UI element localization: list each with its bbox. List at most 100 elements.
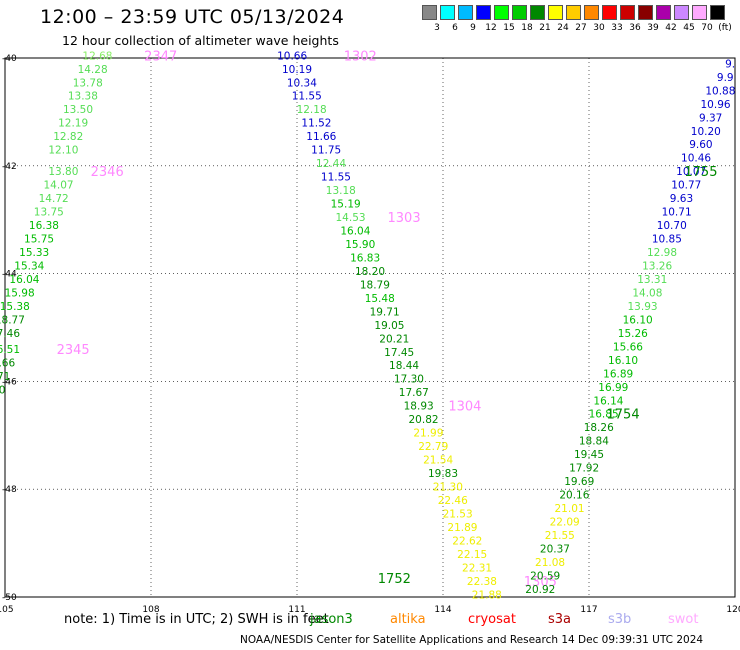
color-swatch (548, 5, 563, 20)
wave-height-value: 14.08 (632, 287, 662, 299)
lon-tick-label: 108 (142, 605, 159, 615)
wave-height-value: 11.66 (306, 131, 336, 143)
wave-height-value: 18.93 (404, 401, 434, 413)
wave-height-value: 13.78 (73, 77, 103, 89)
wave-height-value: 21.53 (443, 508, 473, 520)
wave-height-value: 16.14 (593, 395, 623, 407)
color-swatch (602, 5, 617, 20)
lat-tick-label: -42 (2, 162, 17, 172)
pass-time-label: 1752 (378, 572, 411, 587)
wave-height-value: 9.37 (699, 112, 722, 124)
color-scale-label: 39 (647, 23, 659, 33)
color-swatch (620, 5, 635, 20)
color-scale-label: (ft) (718, 23, 732, 33)
wave-height-value: 21.88 (472, 589, 502, 601)
wave-height-value: 15.33 (19, 247, 49, 259)
wave-height-value: 10.77 (671, 180, 701, 192)
color-scale-label: 45 (683, 23, 695, 33)
lon-tick-label: 114 (434, 605, 451, 615)
wave-height-value: 16.04 (340, 225, 370, 237)
color-swatch (566, 5, 581, 20)
lat-tick-label: -44 (2, 270, 17, 280)
page-subtitle: 12 hour collection of altimeter wave hei… (62, 33, 339, 48)
color-swatch (494, 5, 509, 20)
pass-time-label: 1305 (524, 575, 557, 590)
wave-height-value: 18.26 (584, 422, 614, 434)
wave-height-value: 18.44 (389, 360, 419, 372)
wave-height-value: 17.45 (384, 347, 414, 359)
color-swatch (512, 5, 527, 20)
color-scale-label: 42 (665, 23, 677, 33)
wave-height-value: 22.15 (457, 549, 487, 561)
wave-height-value: 20.21 (379, 333, 409, 345)
color-scale-label: 24 (557, 23, 569, 33)
legend-item-s3a: s3a (548, 612, 572, 627)
color-swatch (638, 5, 653, 20)
wave-height-value: 10.96 (701, 99, 731, 111)
lon-tick-label: 105 (0, 605, 14, 615)
wave-height-value: 18.77 (0, 314, 25, 326)
wave-height-value: 17.46 (0, 328, 20, 340)
wave-height-value: 13.93 (628, 301, 658, 313)
color-scale-label: 33 (611, 23, 623, 33)
wave-height-value: 10.66 (277, 50, 307, 62)
wave-height-value: 14.72 (39, 193, 69, 205)
page-title: 12:00 – 23:59 UTC 05/13/2024 (40, 6, 345, 28)
color-scale-label: 6 (452, 23, 458, 33)
wave-height-value: 22.38 (467, 576, 497, 588)
wave-height-value: 16.89 (603, 368, 633, 380)
color-swatch (458, 5, 473, 20)
wave-height-value: 16.99 (598, 382, 628, 394)
wave-height-value: 11.55 (292, 91, 322, 103)
wave-height-value: 16.85 (589, 409, 619, 421)
wave-height-value: 16.04 (9, 274, 39, 286)
wave-height-value: 12.44 (316, 158, 346, 170)
wave-height-value: 13.31 (637, 274, 667, 286)
wave-height-value: 22.31 (462, 562, 492, 574)
wave-height-value: 12.98 (647, 247, 677, 259)
wave-height-value: 11.75 (311, 145, 341, 157)
wave-height-value: 13.50 (63, 104, 93, 116)
wave-height-value: 12.68 (82, 50, 112, 62)
color-swatch (530, 5, 545, 20)
color-swatch (440, 5, 455, 20)
color-scale-label: 15 (503, 23, 515, 33)
wave-height-value: 21.08 (535, 557, 565, 569)
wave-height-value: 21.55 (545, 530, 575, 542)
color-swatch (710, 5, 725, 20)
wave-height-value: 11.52 (301, 118, 331, 130)
wave-height-value: 15.48 (365, 293, 395, 305)
lat-tick-label: -46 (2, 377, 17, 387)
wave-height-value: 21.30 (433, 482, 463, 494)
color-scale-label: 27 (575, 23, 587, 33)
wave-height-value: 12.19 (58, 118, 88, 130)
wave-height-value: 10.07 (676, 166, 706, 178)
wave-height-value: 10.34 (287, 77, 317, 89)
wave-height-value: 15.75 (24, 234, 54, 246)
wave-height-value: 16.10 (623, 314, 653, 326)
wave-height-value: 15.66 (613, 341, 643, 353)
footer-note: note: 1) Time is in UTC; 2) SWH is in fe… (64, 612, 329, 627)
wave-height-value: 22.46 (438, 495, 468, 507)
wave-height-value: 15.19 (331, 199, 361, 211)
wave-height-value: 19.71 (370, 306, 400, 318)
legend-item-swot: swot (668, 612, 699, 627)
color-swatch (656, 5, 671, 20)
pass-time-label: 2347 (144, 49, 177, 64)
color-scale-label: 30 (593, 23, 605, 33)
wave-height-value: 19.69 (564, 476, 594, 488)
pass-time-label: 1755 (684, 165, 717, 180)
wave-height-value: 20.16 (559, 490, 589, 502)
color-scale-label: 36 (629, 23, 641, 33)
legend-item-cryosat: cryosat (468, 612, 516, 627)
wave-height-value: 10.88 (705, 85, 735, 97)
pass-time-label: 1304 (448, 400, 481, 415)
pass-time-label: 2346 (91, 165, 124, 180)
wave-height-value: 21.54 (423, 455, 453, 467)
color-swatch (674, 5, 689, 20)
wave-height-value: 16.38 (29, 220, 59, 232)
wave-height-value: 20.92 (525, 584, 555, 596)
wave-height-value: 15.90 (345, 239, 375, 251)
wave-height-value: 13.80 (48, 166, 78, 178)
